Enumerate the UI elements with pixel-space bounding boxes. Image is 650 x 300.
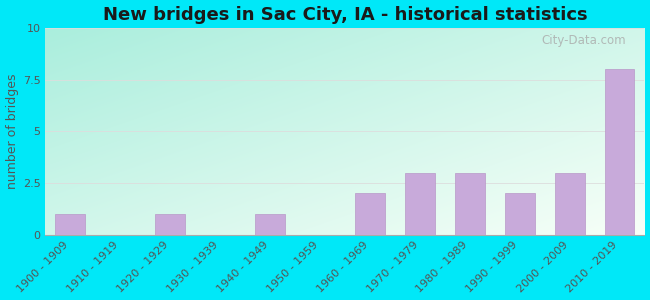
Bar xyxy=(55,214,85,235)
Bar xyxy=(604,69,634,235)
Title: New bridges in Sac City, IA - historical statistics: New bridges in Sac City, IA - historical… xyxy=(103,6,587,24)
Bar xyxy=(554,173,584,235)
Bar xyxy=(504,193,534,235)
Text: City-Data.com: City-Data.com xyxy=(542,34,627,47)
Bar xyxy=(455,173,485,235)
Bar xyxy=(355,193,385,235)
Bar xyxy=(155,214,185,235)
Bar xyxy=(255,214,285,235)
Bar xyxy=(405,173,435,235)
Y-axis label: number of bridges: number of bridges xyxy=(6,74,19,189)
